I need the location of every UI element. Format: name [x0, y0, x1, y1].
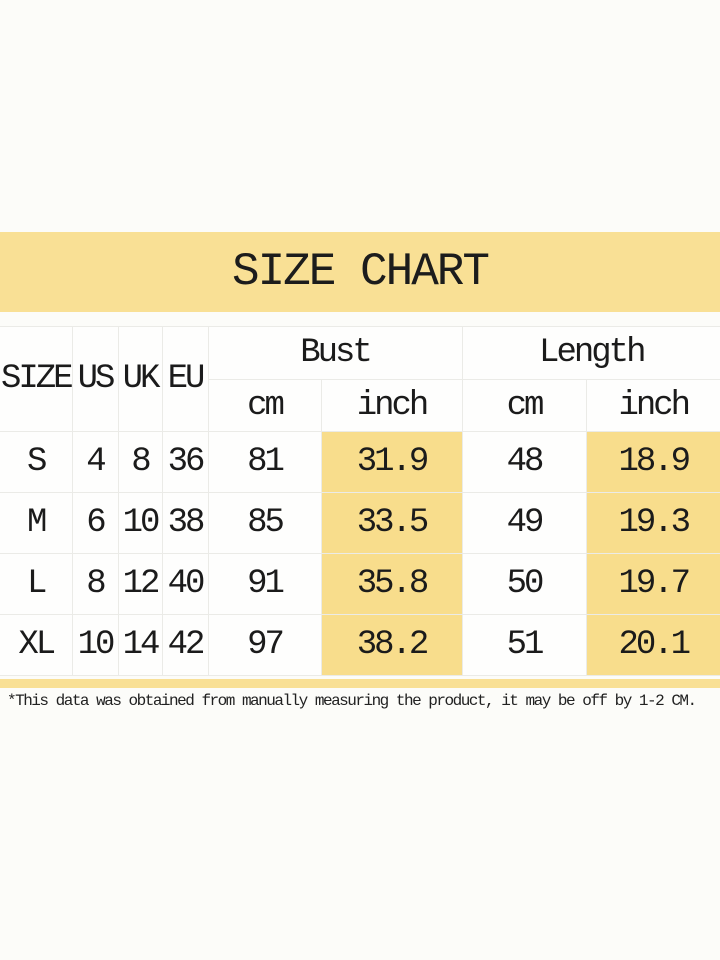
table-cell: 38 — [161, 492, 209, 554]
table-cell: 97 — [207, 614, 322, 676]
table-cell: 48 — [461, 431, 587, 493]
footnote-text: *This data was obtained from manually me… — [7, 692, 697, 710]
header-length-inch: inch — [585, 379, 720, 432]
table-header-group-row: SIZE US UK EU Bust Length — [0, 326, 720, 432]
table-cell: 19.7 — [585, 553, 720, 615]
table-cell: 38.2 — [320, 614, 463, 676]
table-cell: 14 — [117, 614, 163, 676]
table-cell: 81 — [207, 431, 322, 493]
header-length-cm: cm — [461, 379, 587, 432]
table-cell: 85 — [207, 492, 322, 554]
table-cell: 35.8 — [320, 553, 463, 615]
table-cell: 12 — [117, 553, 163, 615]
header-uk: UK — [117, 326, 163, 432]
table-cell: 10 — [117, 492, 163, 554]
table-cell: 91 — [207, 553, 322, 615]
yellow-divider-strip — [0, 679, 720, 688]
header-us: US — [71, 326, 119, 432]
table-cell: 36 — [161, 431, 209, 493]
table-cell: XL — [0, 614, 73, 676]
table-cell: 8 — [117, 431, 163, 493]
table-cell: 6 — [71, 492, 119, 554]
table-cell: S — [0, 431, 73, 493]
header-bust-cm: cm — [208, 379, 322, 432]
table-cell: 4 — [71, 431, 119, 493]
size-chart-table: SIZE US UK EU Bust Length cm inch cm inc… — [0, 326, 720, 676]
table-cell: M — [0, 492, 73, 554]
table-cell: 31.9 — [320, 431, 463, 493]
table-cell: 51 — [461, 614, 587, 676]
table-row-m: M 6 10 38 85 33.5 49 19.3 — [0, 492, 720, 554]
header-size: SIZE — [0, 326, 73, 432]
table-row-xl: XL 10 14 42 97 38.2 51 20.1 — [0, 614, 720, 676]
header-eu: EU — [161, 326, 209, 432]
size-chart-banner: SIZE CHART — [0, 232, 720, 312]
table-cell: 40 — [161, 553, 209, 615]
table-row-s: S 4 8 36 81 31.9 48 18.9 — [0, 431, 720, 493]
table-cell: 50 — [461, 553, 587, 615]
table-cell: 49 — [461, 492, 587, 554]
table-cell: 20.1 — [585, 614, 720, 676]
table-cell: 10 — [71, 614, 119, 676]
header-bust-inch: inch — [320, 379, 463, 432]
table-cell: 33.5 — [320, 492, 463, 554]
table-row-l: L 8 12 40 91 35.8 50 19.7 — [0, 553, 720, 615]
table-cell: L — [0, 553, 73, 615]
header-bust-group: Bust — [207, 326, 463, 380]
table-cell: 19.3 — [585, 492, 720, 554]
header-length-group: Length — [461, 326, 720, 380]
table-cell: 8 — [71, 553, 119, 615]
size-chart-title: SIZE CHART — [231, 246, 490, 298]
table-header-unit-row: cm inch cm inch — [0, 379, 720, 432]
table-cell: 42 — [161, 614, 209, 676]
table-cell: 18.9 — [585, 431, 720, 493]
